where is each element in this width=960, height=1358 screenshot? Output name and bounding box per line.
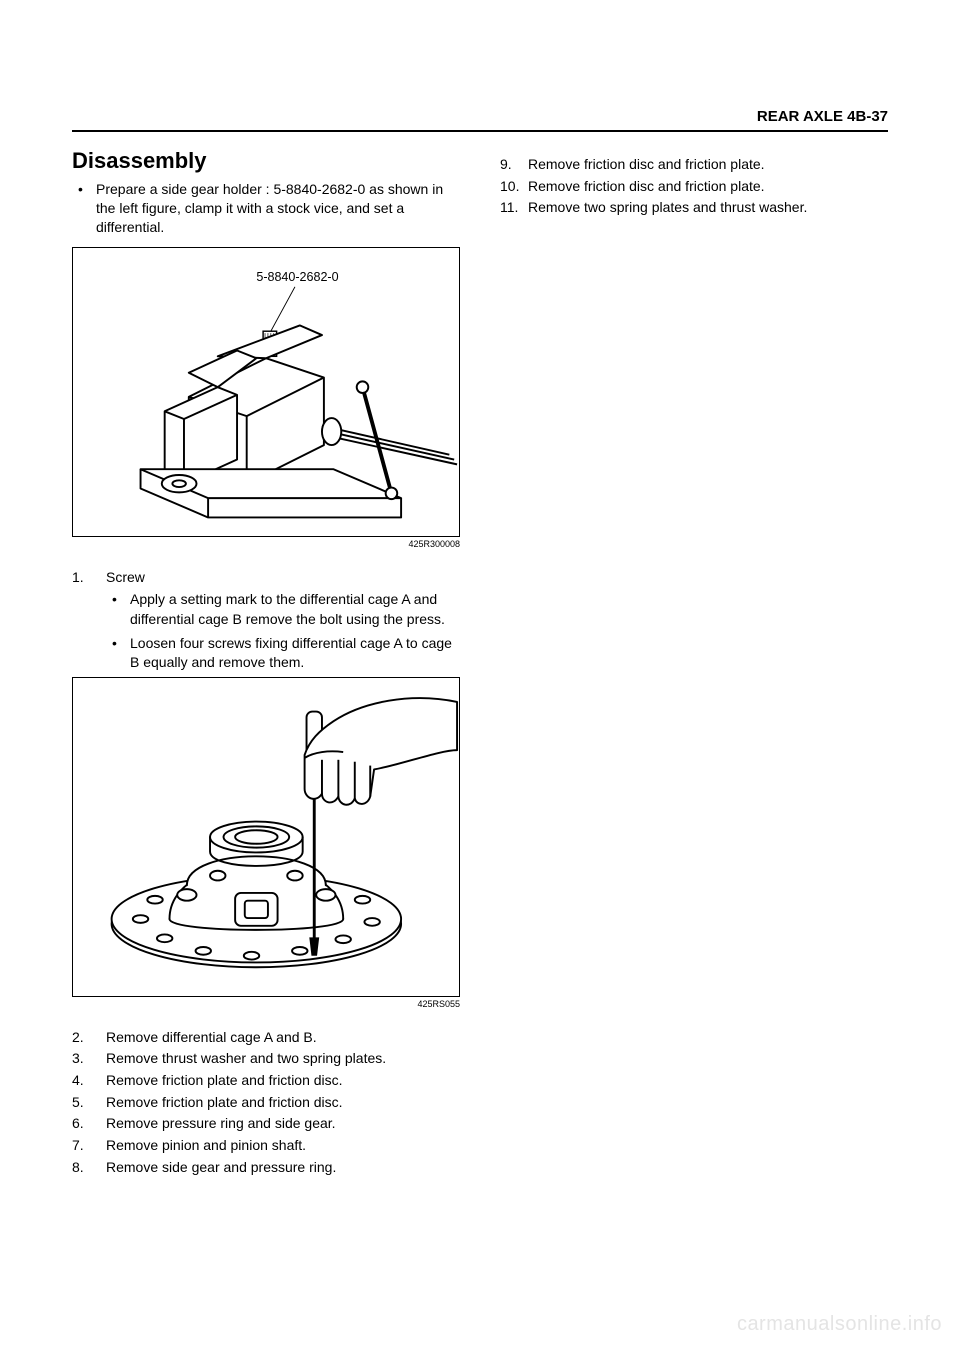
step-5-text: Remove friction plate and friction disc. bbox=[106, 1094, 343, 1110]
step-4: 4. Remove friction plate and friction dis… bbox=[72, 1070, 460, 1092]
step-2-num: 2. bbox=[72, 1027, 98, 1049]
step-11: 11.Remove two spring plates and thrust w… bbox=[500, 197, 888, 219]
step-10: 10.Remove friction disc and friction pla… bbox=[500, 176, 888, 198]
left-column: Disassembly Prepare a side gear holder :… bbox=[72, 148, 460, 1179]
step-5: 5. Remove friction plate and friction dis… bbox=[72, 1092, 460, 1114]
right-column: 9.Remove friction disc and friction plat… bbox=[500, 148, 888, 1179]
step-6: 6. Remove pressure ring and side gear. bbox=[72, 1113, 460, 1135]
right-steps: 9.Remove friction disc and friction plat… bbox=[500, 154, 888, 219]
header-rule bbox=[72, 130, 888, 132]
step-1-subbullets: Apply a setting mark to the differential… bbox=[106, 590, 460, 672]
figure-vice-svg: 5-8840-2682-0 bbox=[73, 248, 459, 536]
step-7: 7. Remove pinion and pinion shaft. bbox=[72, 1135, 460, 1157]
step-2: 2. Remove differential cage A and B. bbox=[72, 1027, 460, 1049]
figure-cage-caption: 425RS055 bbox=[72, 999, 460, 1009]
figure-cage bbox=[72, 677, 460, 997]
step-1-sub-0: Apply a setting mark to the differential… bbox=[130, 590, 460, 629]
step-1-num: 1. bbox=[72, 567, 98, 589]
page: REAR AXLE 4B-37 Disassembly Prepare a si… bbox=[0, 0, 960, 1358]
step-5-num: 5. bbox=[72, 1092, 98, 1114]
step-9-num: 9. bbox=[500, 154, 526, 176]
step-4-num: 4. bbox=[72, 1070, 98, 1092]
step-9: 9.Remove friction disc and friction plat… bbox=[500, 154, 888, 176]
step-11-text: Remove two spring plates and thrust wash… bbox=[528, 199, 807, 215]
content-columns: Disassembly Prepare a side gear holder :… bbox=[72, 148, 888, 1179]
figure-vice: 5-8840-2682-0 bbox=[72, 247, 460, 537]
step-8-num: 8. bbox=[72, 1157, 98, 1179]
step-2-text: Remove differential cage A and B. bbox=[106, 1029, 317, 1045]
step-8-text: Remove side gear and pressure ring. bbox=[106, 1159, 336, 1175]
step-1: 1. Screw Apply a setting mark to the dif… bbox=[72, 567, 460, 673]
step-6-num: 6. bbox=[72, 1113, 98, 1135]
step-1-list: 1. Screw Apply a setting mark to the dif… bbox=[72, 567, 460, 673]
step-8: 8. Remove side gear and pressure ring. bbox=[72, 1157, 460, 1179]
left-steps-2to8: 2. Remove differential cage A and B. 3. Re… bbox=[72, 1027, 460, 1179]
step-3-num: 3. bbox=[72, 1048, 98, 1070]
step-10-text: Remove friction disc and friction plate. bbox=[528, 178, 765, 194]
watermark: carmanualsonline.info bbox=[737, 1313, 942, 1336]
tool-label: 5-8840-2682-0 bbox=[256, 270, 338, 284]
step-6-text: Remove pressure ring and side gear. bbox=[106, 1115, 336, 1131]
page-header: REAR AXLE 4B-37 bbox=[757, 108, 888, 125]
step-1-sub-1: Loosen four screws fixing differential c… bbox=[130, 634, 460, 673]
step-9-text: Remove friction disc and friction plate. bbox=[528, 156, 765, 172]
step-7-text: Remove pinion and pinion shaft. bbox=[106, 1137, 306, 1153]
figure-vice-caption: 425R300008 bbox=[72, 539, 460, 549]
intro-bullet: Prepare a side gear holder : 5-8840-2682… bbox=[96, 180, 460, 237]
intro-bullet-list: Prepare a side gear holder : 5-8840-2682… bbox=[72, 180, 460, 237]
figure-cage-svg bbox=[73, 678, 459, 996]
step-3: 3. Remove thrust washer and two spring pl… bbox=[72, 1048, 460, 1070]
step-7-num: 7. bbox=[72, 1135, 98, 1157]
step-1-label: Screw bbox=[106, 569, 145, 585]
step-3-text: Remove thrust washer and two spring plat… bbox=[106, 1050, 386, 1066]
section-title-disassembly: Disassembly bbox=[72, 148, 460, 174]
step-10-num: 10. bbox=[500, 176, 526, 198]
step-4-text: Remove friction plate and friction disc. bbox=[106, 1072, 343, 1088]
step-11-num: 11. bbox=[500, 197, 526, 219]
